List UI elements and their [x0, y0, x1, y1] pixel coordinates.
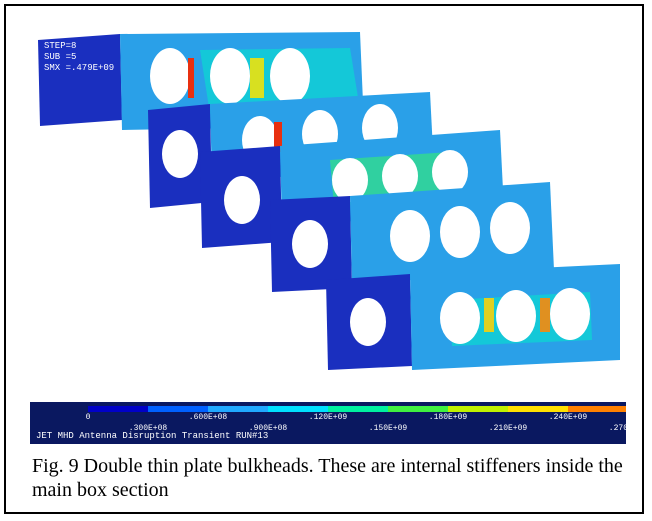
legend-label: 0 [86, 413, 91, 422]
legend-label: .120E+09 [309, 413, 348, 422]
legend-label: .600E+08 [189, 413, 228, 422]
legend-swatch [448, 406, 508, 412]
legend-swatch [568, 406, 626, 412]
legend-swatch [148, 406, 208, 412]
legend-label: .180E+09 [429, 413, 468, 422]
run-label: JET MHD Antenna Disruption Transient RUN… [36, 431, 268, 441]
legend-swatch [268, 406, 328, 412]
legend-swatch [328, 406, 388, 412]
overlay-text: SMX =.479E+09 [44, 63, 114, 73]
overlay-text: SUB =5 [44, 52, 76, 62]
legend-label: .150E+09 [369, 424, 408, 433]
legend-swatch [508, 406, 568, 412]
legend-swatch [388, 406, 448, 412]
legend-label: .270E+09 [609, 424, 626, 433]
caption: Fig. 9 Double thin plate bulkheads. Thes… [32, 454, 632, 502]
overlay-text: STEP=8 [44, 41, 76, 51]
legend-swatch [208, 406, 268, 412]
legend-swatch [88, 406, 148, 412]
legend-label: .210E+09 [489, 424, 528, 433]
legend-label: .240E+09 [549, 413, 588, 422]
